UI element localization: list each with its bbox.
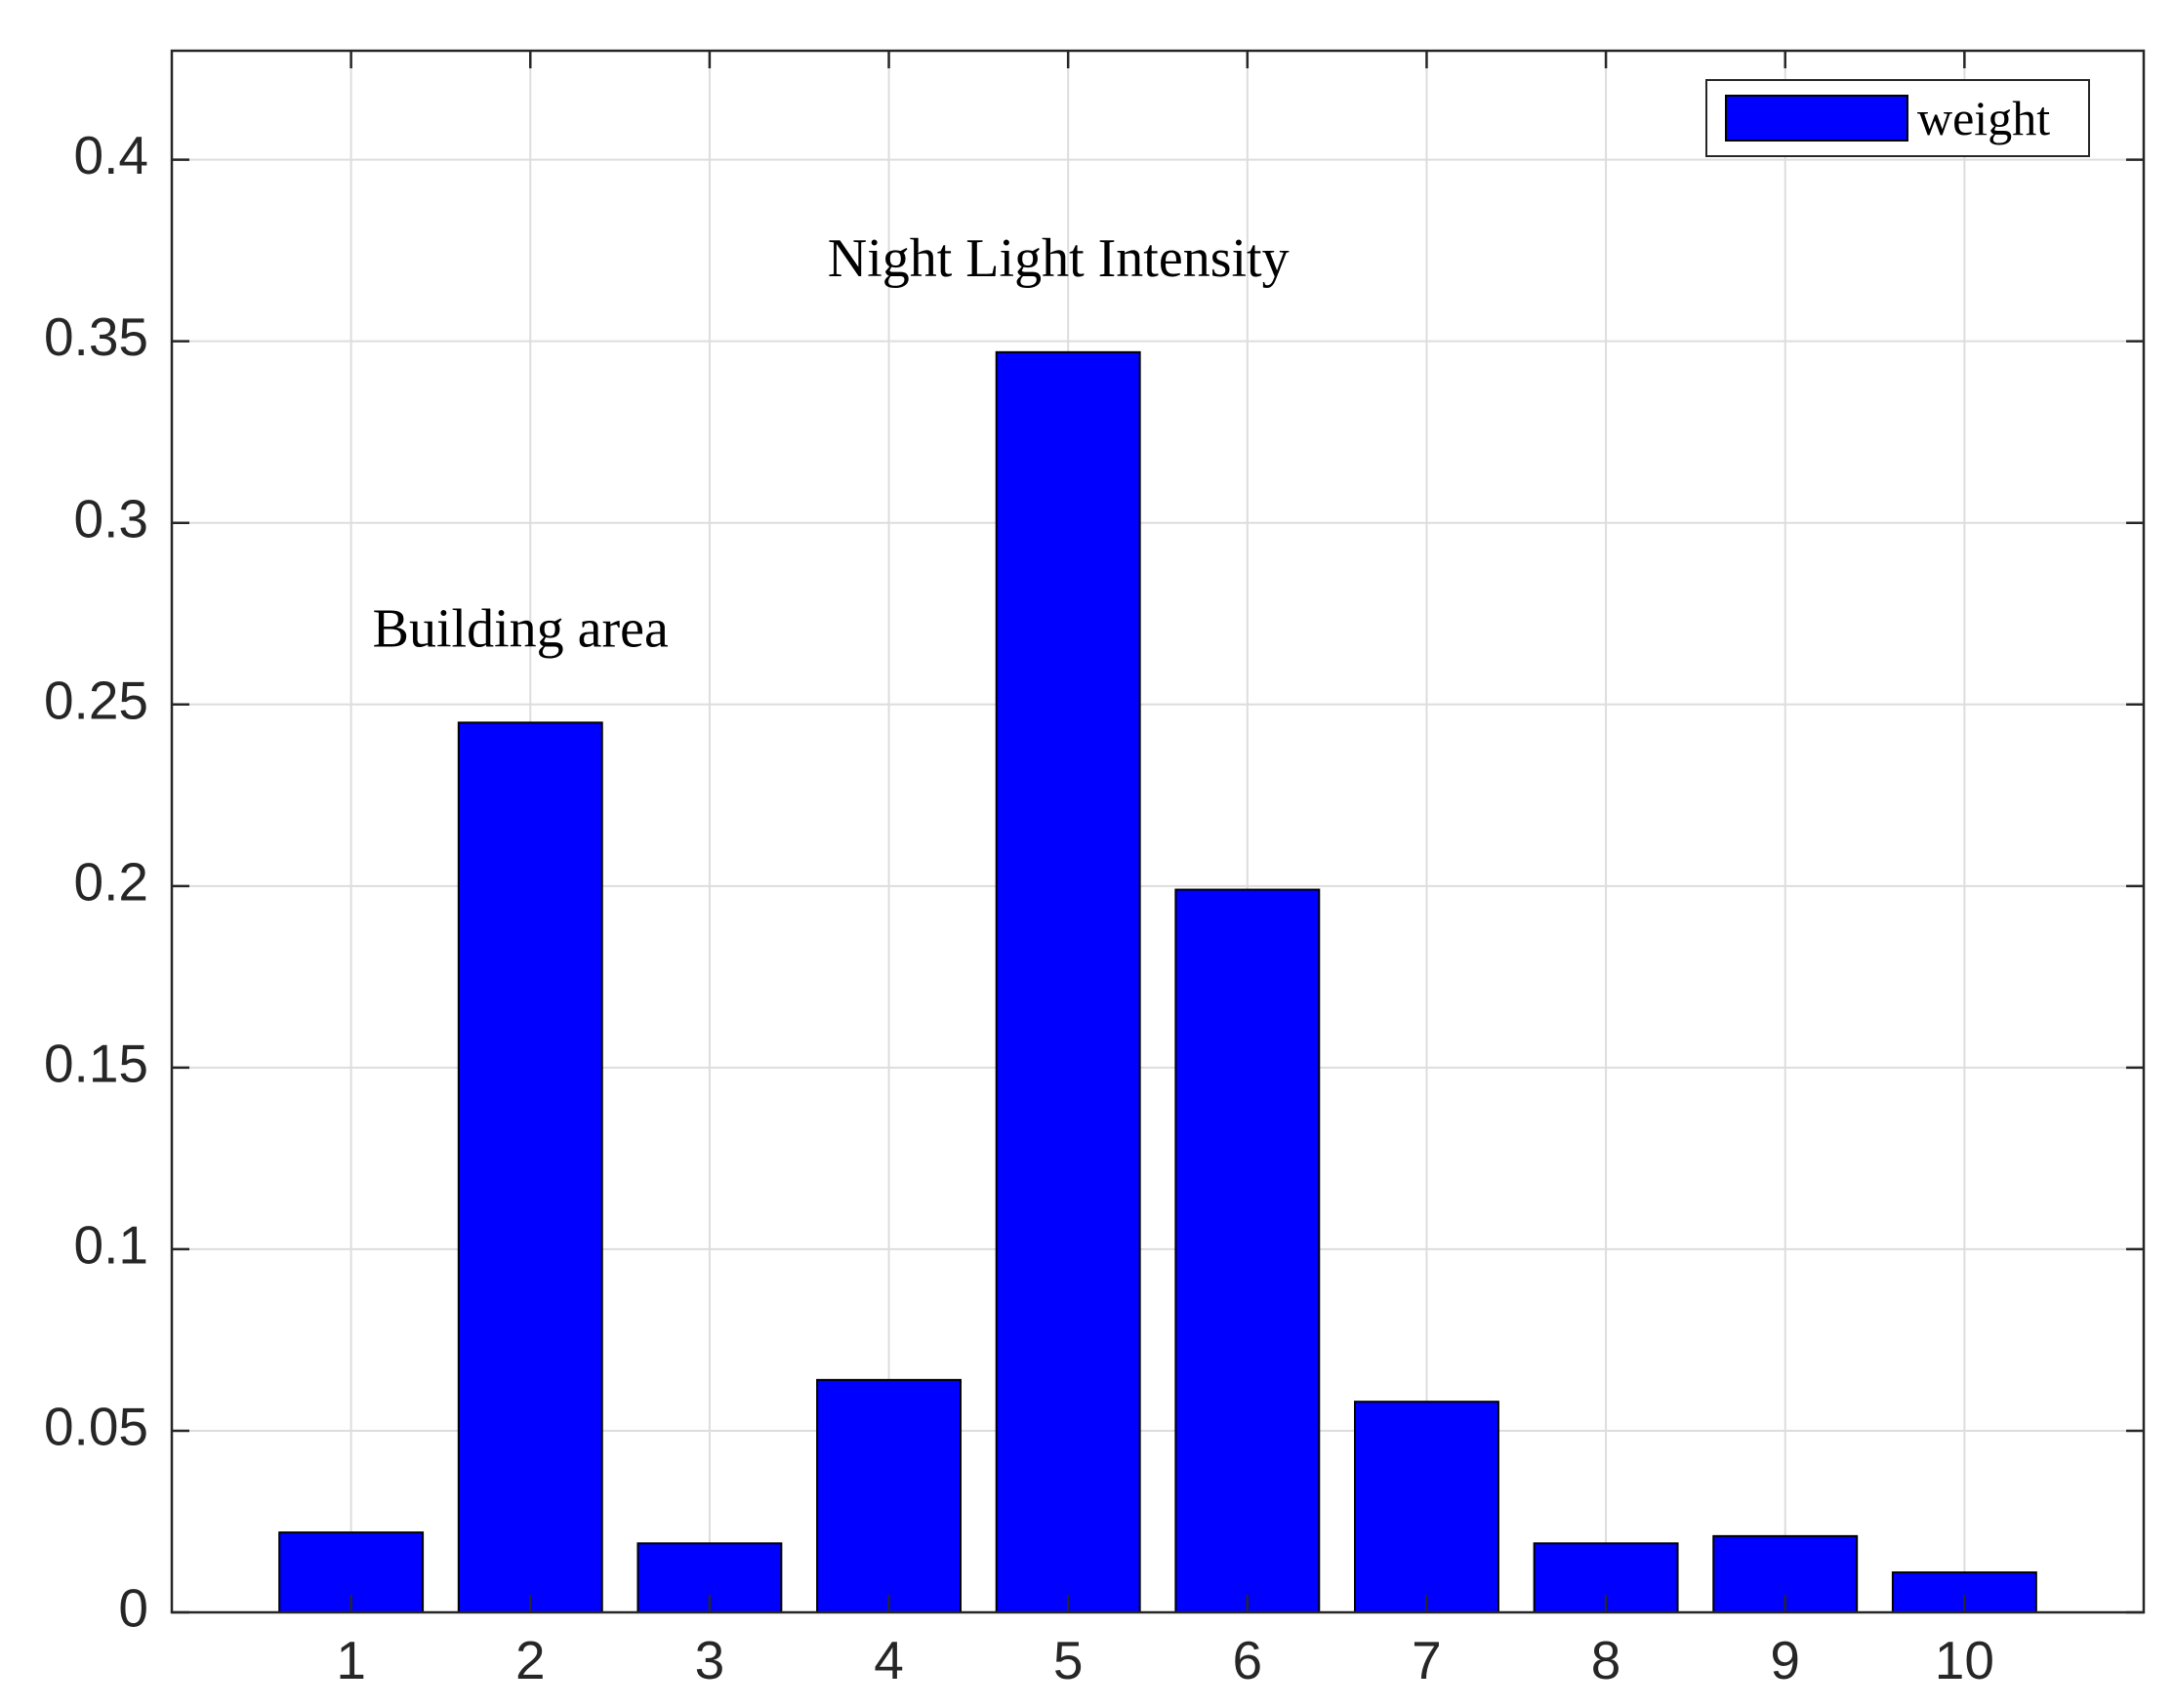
x-tick-label: 1 xyxy=(336,1630,366,1690)
y-tick-label: 0.2 xyxy=(74,851,148,912)
annotation-label: Night Light Intensity xyxy=(828,228,1290,289)
y-axis-ticks: 0 0.05 0.1 0.15 0.2 0.25 0.3 0.35 0.4 xyxy=(44,125,2144,1639)
x-tick-label: 8 xyxy=(1591,1630,1621,1690)
y-tick-label: 0.4 xyxy=(74,125,148,185)
x-tick-label: 4 xyxy=(874,1630,904,1690)
x-tick-label: 10 xyxy=(1935,1630,1994,1690)
bar-6 xyxy=(1174,888,1321,1613)
y-tick-label: 0.15 xyxy=(44,1033,148,1093)
y-tick-label: 0.3 xyxy=(74,488,148,549)
y-tick-label: 0.1 xyxy=(74,1214,148,1275)
legend-label: weight xyxy=(1917,91,2050,145)
x-tick-label: 7 xyxy=(1412,1630,1442,1690)
annotations: Building area Night Light Intensity xyxy=(373,228,1290,660)
x-tick-label: 5 xyxy=(1053,1630,1084,1690)
legend-swatch xyxy=(1725,95,1908,142)
bar-2 xyxy=(457,721,603,1613)
bar-5 xyxy=(995,350,1141,1614)
y-tick-label: 0 xyxy=(118,1578,148,1639)
y-tick-label: 0.25 xyxy=(44,670,148,730)
x-tick-label: 6 xyxy=(1233,1630,1263,1690)
axes xyxy=(170,49,2146,1614)
annotation-label: Building area xyxy=(373,598,669,659)
y-tick-label: 0.05 xyxy=(44,1396,148,1456)
x-tick-label: 3 xyxy=(695,1630,725,1690)
legend: weight xyxy=(1705,79,2090,157)
x-tick-label: 2 xyxy=(515,1630,546,1690)
x-axis-ticks: 1 2 3 4 5 6 7 8 9 10 xyxy=(336,51,1994,1690)
axes-box xyxy=(170,49,2146,1614)
bar-4 xyxy=(816,1378,962,1614)
bar-7 xyxy=(1354,1401,1499,1613)
y-tick-label: 0.35 xyxy=(44,306,148,367)
x-tick-label: 9 xyxy=(1770,1630,1800,1690)
